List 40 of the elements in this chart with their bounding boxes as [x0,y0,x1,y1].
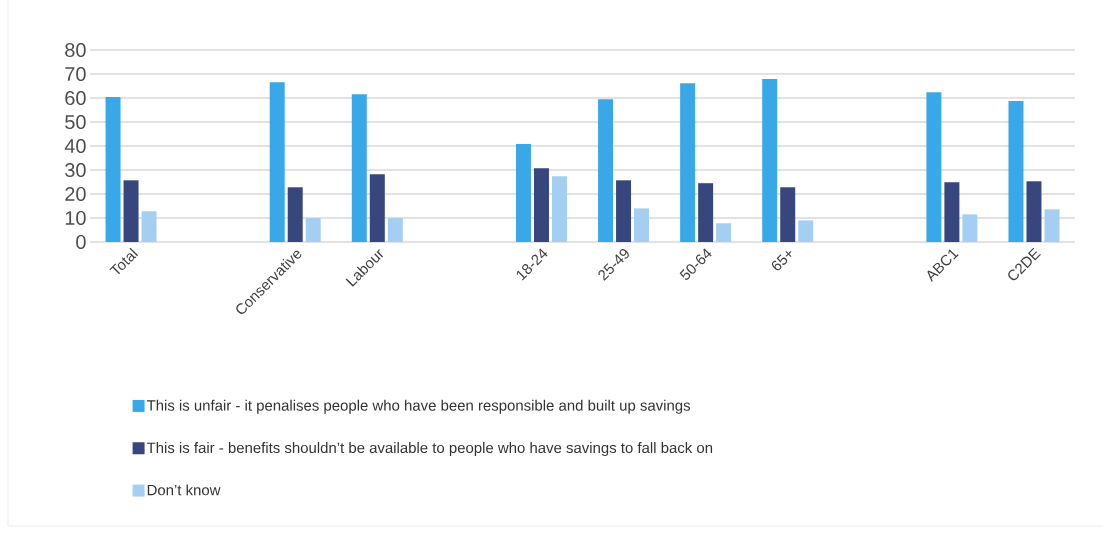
y-tick-label: 10 [65,210,86,226]
bar [515,144,531,242]
bar [305,218,321,242]
bar [598,99,614,242]
y-tick-label: 80 [65,42,86,58]
legend-label: This is unfair - it penalises people who have been responsible and built up savings [146,399,691,414]
bar [1026,181,1042,242]
legend-label: This is fair - benefits shouldn’t be available to people who have savings to fall back on [146,442,713,457]
bar [105,97,121,242]
bar [369,174,385,242]
bar [944,182,960,242]
y-tick-label: 50 [65,114,86,130]
bar [698,183,714,242]
bar [533,168,549,242]
y-tick-label: 30 [65,162,86,178]
bar [123,180,139,242]
bar [287,187,303,242]
bar [962,214,978,242]
bar [141,211,157,242]
bar [1008,101,1024,242]
bar [716,223,732,242]
bar [269,82,285,242]
bar [926,92,942,242]
bar [798,220,814,242]
bar [762,79,778,242]
legend-label: Don’t know [147,484,221,496]
y-tick-label: 0 [76,234,86,250]
y-tick-label: 40 [64,138,86,154]
bar [351,94,367,242]
x-tick-label: 65+ [771,250,792,271]
bar [1044,209,1060,242]
bar [616,180,632,242]
y-tick-label: 20 [65,186,86,202]
bar [551,176,567,242]
bar [634,208,650,242]
bar [387,218,403,242]
bar [680,83,696,242]
y-tick-label: 70 [65,66,86,82]
y-tick-label: 60 [65,90,86,106]
bar [780,187,796,242]
